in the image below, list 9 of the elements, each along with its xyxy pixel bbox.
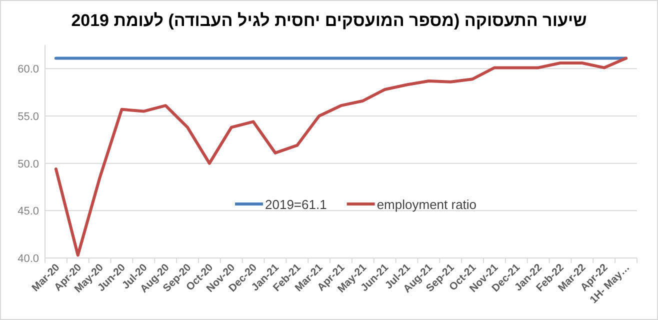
y-tick-label: 55.0 [18,111,39,123]
y-tick-label: 45.0 [18,206,39,218]
line-series [54,56,628,257]
legend-label: employment ratio [376,197,477,212]
y-tick-label: 50.0 [18,158,39,170]
y-tick-label: 60.0 [18,64,39,76]
legend-label: 2019=61.1 [265,197,327,212]
chart-title: שיעור התעסוקה (מספר המועסקים יחסית לגיל העבודה) לעומת 2019 [71,11,588,30]
y-tick-label: 40.0 [18,253,39,265]
